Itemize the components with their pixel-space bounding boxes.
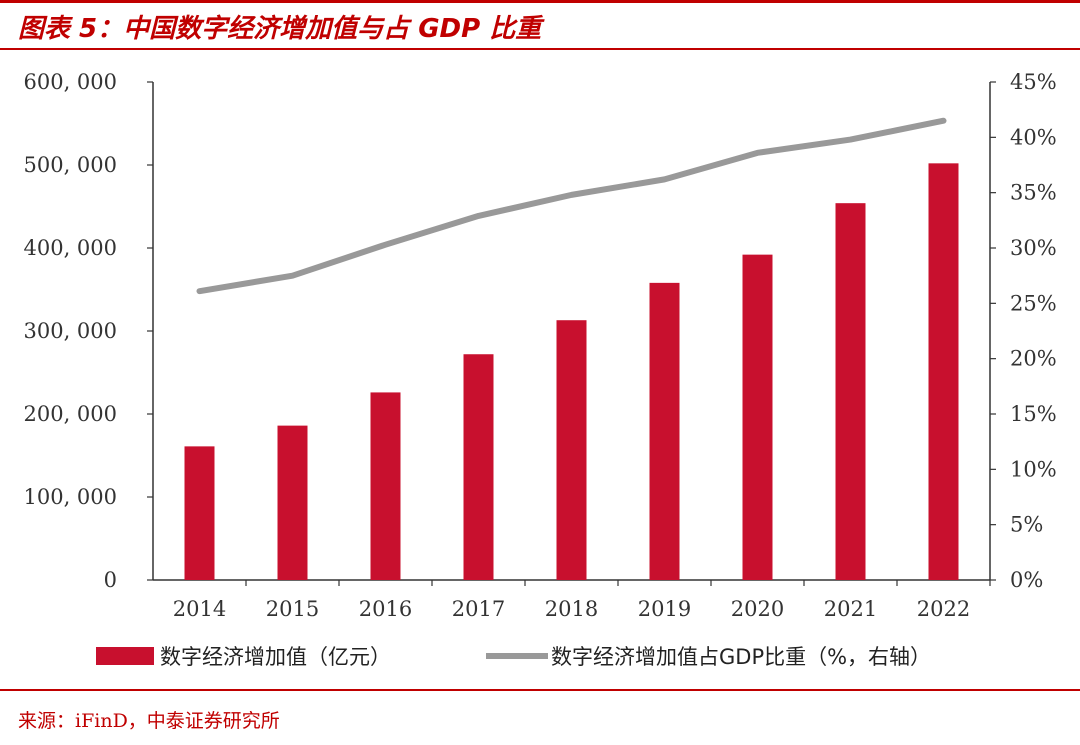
source-note: 来源：iFinD，中泰证券研究所 xyxy=(18,710,280,732)
bottom-rule xyxy=(0,689,1080,691)
figure-title: 图表 5：中国数字经济增加值与占 GDP 比重 xyxy=(18,14,542,44)
y-left-tick-label: 400, 000 xyxy=(23,236,117,260)
y-right-tick-label: 5% xyxy=(1010,513,1043,537)
y-left-tick-label: 500, 000 xyxy=(23,153,117,177)
x-tick-label: 2020 xyxy=(731,597,784,621)
x-tick-label: 2022 xyxy=(917,597,970,621)
bar-2022 xyxy=(928,163,959,580)
y-left-tick-label: 200, 000 xyxy=(23,402,117,426)
bar-2015 xyxy=(277,425,308,580)
bar-2021 xyxy=(835,203,866,580)
x-tick-label: 2015 xyxy=(266,597,319,621)
x-tick-label: 2018 xyxy=(545,597,598,621)
y-right-tick-label: 40% xyxy=(1010,125,1057,149)
y-left-tick-label: 0 xyxy=(104,568,117,592)
bar-2020 xyxy=(742,254,773,580)
y-left-tick-label: 300, 000 xyxy=(23,319,117,343)
x-tick-label: 2016 xyxy=(359,597,412,621)
x-tick-label: 2019 xyxy=(638,597,691,621)
legend-label-bar: 数字经济增加值（亿元） xyxy=(160,645,391,669)
title-rule xyxy=(0,48,1080,50)
y-left-tick-label: 100, 000 xyxy=(23,485,117,509)
y-right-tick-label: 15% xyxy=(1010,402,1057,426)
x-tick-label: 2017 xyxy=(452,597,505,621)
bar-2014 xyxy=(184,446,215,580)
bar-2016 xyxy=(370,392,401,580)
y-right-tick-label: 30% xyxy=(1010,236,1057,260)
bar-2019 xyxy=(649,282,680,580)
bar-2017 xyxy=(463,354,494,580)
y-right-tick-label: 35% xyxy=(1010,181,1057,205)
x-tick-label: 2014 xyxy=(173,597,226,621)
y-left-tick-label: 600, 000 xyxy=(23,70,117,94)
bar-2018 xyxy=(556,320,587,580)
x-tick-label: 2021 xyxy=(824,597,877,621)
y-right-tick-label: 0% xyxy=(1010,568,1043,592)
y-right-tick-label: 25% xyxy=(1010,291,1057,315)
legend-swatch-bar xyxy=(96,647,154,665)
legend-label-line: 数字经济增加值占GDP比重（%，右轴） xyxy=(551,645,931,669)
line-series-gdp-share xyxy=(196,117,947,295)
y-right-tick-label: 20% xyxy=(1010,347,1057,371)
y-right-tick-label: 45% xyxy=(1010,70,1057,94)
chart: 0 100, 000 200, 000 300, 000 400, 000 500, 00… xyxy=(23,70,1057,669)
top-rule xyxy=(0,0,1080,3)
y-right-tick-label: 10% xyxy=(1010,457,1057,481)
